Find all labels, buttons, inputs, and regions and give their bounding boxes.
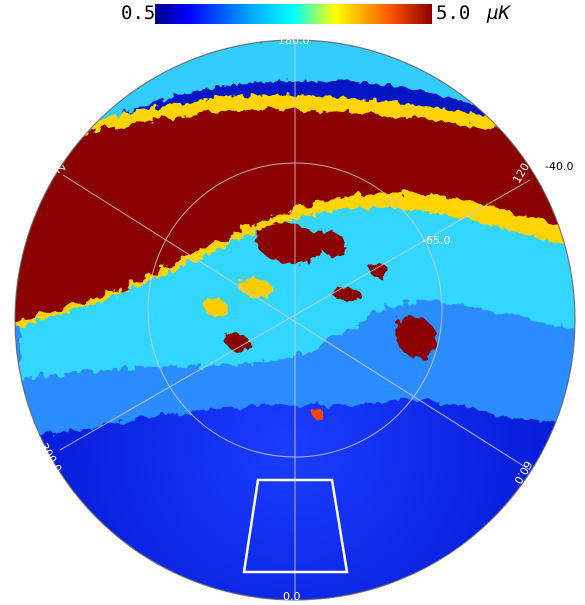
- colorbar-gradient: [155, 4, 432, 24]
- map-band-red: [15, 109, 575, 320]
- sky-map-disk: [15, 40, 575, 600]
- colorbar: 0.5 5.0 µK: [121, 2, 511, 24]
- colorbar-max-label: 5.0: [436, 2, 470, 24]
- ra-label-240: 240.0: [42, 141, 69, 175]
- ra-label-180: 180.0: [278, 34, 310, 47]
- coordinate-grid: [14, 39, 576, 601]
- map-central-features: [203, 222, 437, 421]
- survey-field-outline: [242, 478, 349, 574]
- dec-labels: -65.0 -40.0: [422, 160, 573, 247]
- grid-line-120-300: [59, 179, 531, 451]
- dec-label-40: -40.0: [545, 160, 573, 173]
- colorbar-unit-label: µK: [486, 2, 511, 24]
- ra-label-0: 0.0: [283, 590, 301, 603]
- dec-label-65: -65.0: [422, 234, 450, 247]
- colorbar-min-label: 0.5: [121, 2, 155, 24]
- grid-line-60-240: [62, 174, 531, 471]
